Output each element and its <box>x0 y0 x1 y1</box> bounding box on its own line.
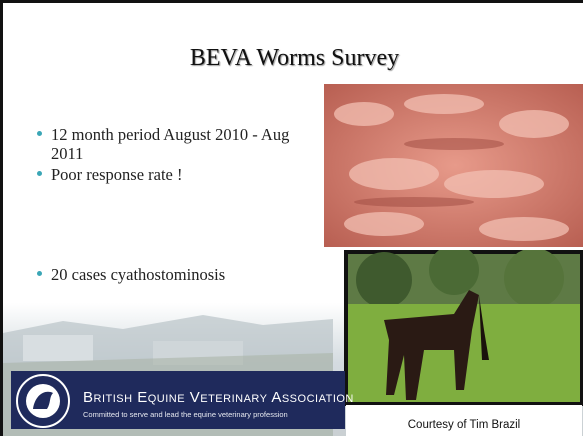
slide-title: BEVA Worms Survey <box>3 45 583 72</box>
logo-name: British Equine Veterinary Association <box>83 389 354 406</box>
bullet: 20 cases cyathostominosis <box>51 265 306 284</box>
photo-tissue <box>324 84 583 247</box>
bullet: 12 month period August 2010 - Aug 2011 <box>51 125 306 163</box>
photo-horse <box>344 250 583 406</box>
logo-seal <box>15 373 71 429</box>
bullet: Poor response rate ! <box>51 165 306 184</box>
logo-tagline: Committed to serve and lead the equine v… <box>83 410 288 419</box>
photo-caption: Courtesy of Tim Brazil <box>346 405 582 436</box>
slide: BEVA Worms Survey 12 month period August… <box>0 0 583 436</box>
